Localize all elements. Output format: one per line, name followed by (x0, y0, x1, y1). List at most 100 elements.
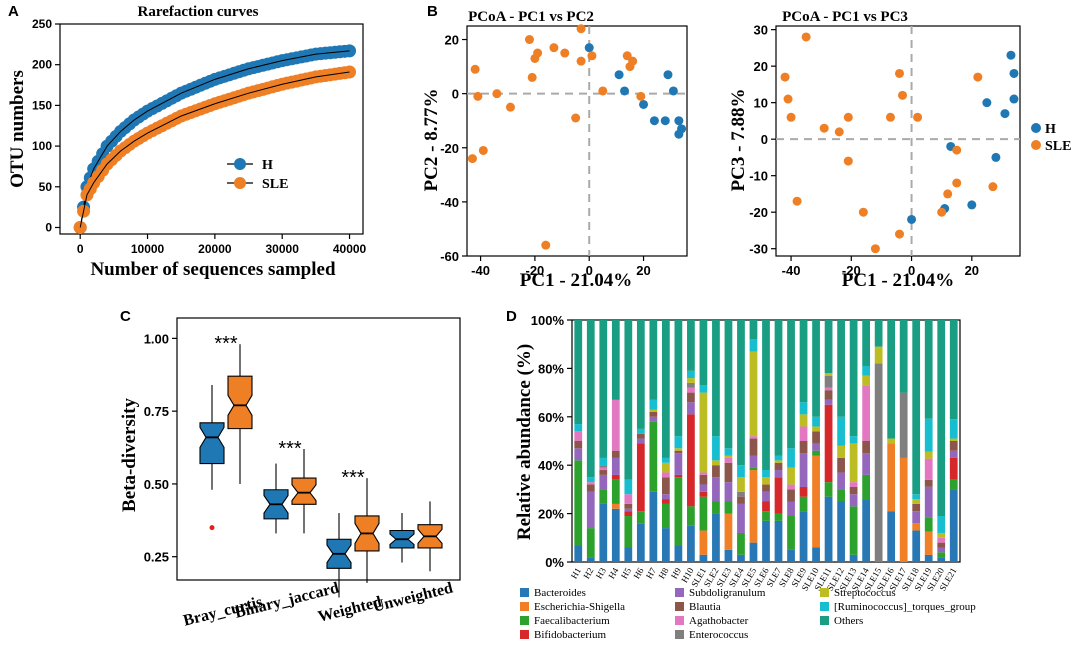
b1-point-h (639, 99, 649, 109)
b2-point-sle (783, 94, 793, 104)
stack-segment (799, 511, 808, 562)
legend-h-marker (234, 158, 246, 170)
abundance-legend-label: [Ruminococcus]_torques_group (834, 601, 976, 613)
rarefaction-ytick-label: 0 (45, 220, 52, 234)
b1-ytick-label: 0 (452, 87, 459, 102)
stack-segment (824, 496, 833, 562)
stack-segment (924, 451, 933, 459)
stack-segment (749, 542, 758, 562)
stack-segment (724, 448, 733, 456)
stack-segment (862, 499, 871, 562)
stack-segment (599, 474, 608, 490)
stack-segment (749, 467, 758, 471)
stack-segment (924, 554, 933, 562)
stack-segment (799, 414, 808, 427)
stack-segment (624, 547, 633, 562)
b1-point-sle (492, 89, 502, 99)
stack-segment (937, 320, 946, 517)
stack-segment (674, 320, 683, 437)
stack-segment (687, 402, 695, 415)
stack-segment (949, 489, 958, 562)
stack-segment (624, 479, 633, 495)
stack-segment (661, 499, 670, 504)
b2-point-sle (885, 112, 895, 122)
b1-point-sle (576, 24, 586, 34)
stack-segment (749, 470, 758, 543)
stack-segment (661, 472, 670, 478)
stack-segment (574, 424, 583, 432)
stack-segment (649, 409, 658, 412)
pcoa13-title: PCoA - PC1 vs PC3 (782, 9, 908, 25)
stack-segment (611, 457, 620, 475)
stack-segment (837, 501, 845, 562)
stack-segment (611, 479, 620, 504)
stack-segment (724, 457, 733, 463)
stack-segment (774, 460, 783, 463)
stack-segment (599, 465, 608, 468)
stack-segment (687, 378, 695, 383)
stack-segment (774, 320, 783, 456)
beta-xtick-label: Unweighted (371, 579, 455, 615)
stack-segment (687, 320, 695, 371)
stack-segment (862, 385, 871, 441)
stack-segment (599, 467, 608, 471)
abundance-legend-swatch (520, 588, 529, 597)
stack-segment (586, 557, 595, 562)
stack-segment (812, 443, 820, 451)
b1-point-sle (530, 53, 540, 63)
stack-segment (912, 494, 921, 500)
abundance-ytick-label: 60% (538, 410, 564, 425)
b1-point-sle (505, 102, 515, 112)
b2-point-sle (895, 229, 905, 239)
stack-segment (824, 375, 833, 388)
b2-point-sle (834, 127, 844, 137)
b1-point-sle (524, 35, 534, 45)
rarefaction-legend: H SLE (227, 158, 288, 192)
b2-ytick-label: 10 (754, 96, 768, 111)
stack-segment (762, 520, 770, 562)
stack-segment (624, 494, 633, 504)
stack-segment (699, 392, 708, 473)
rarefaction-xtick-label: 30000 (266, 242, 300, 256)
legend-sle-label: SLE (262, 177, 288, 192)
stack-segment (849, 482, 858, 487)
stack-segment (837, 472, 845, 490)
stack-segment (799, 320, 808, 403)
stack-segment (687, 387, 695, 393)
stack-segment (787, 516, 795, 550)
b2-point-sle (819, 123, 829, 133)
stack-segment (586, 482, 595, 485)
b2-point-sle (843, 112, 853, 122)
b2-point-h (991, 152, 1001, 162)
abundance-legend-label: Streptococcus (834, 587, 896, 599)
stack-segment (687, 525, 695, 562)
rarefaction-frame (59, 23, 364, 235)
stack-segment (924, 517, 933, 532)
stack-segment (924, 479, 933, 487)
pcoa12-frame (466, 25, 688, 257)
rarefaction-xtick-label: 10000 (131, 242, 165, 256)
b2-point-sle (858, 207, 868, 217)
abundance-legend-swatch (820, 602, 829, 611)
b2-xtick-label: 0 (908, 263, 915, 278)
abundance-legend-label: Enterococcus (689, 629, 748, 641)
stack-segment (862, 320, 871, 366)
stack-segment (912, 511, 921, 524)
stack-segment (912, 499, 921, 504)
abundance-ytick-label: 40% (538, 458, 564, 473)
stack-segment (737, 320, 745, 466)
b2-point-sle (786, 112, 796, 122)
stack-segment (712, 501, 720, 514)
b2-point-h (982, 98, 992, 108)
stack-segment (649, 421, 658, 492)
abundance-legend-swatch (820, 616, 829, 625)
stack-segment (749, 436, 758, 439)
stack-segment (699, 320, 708, 386)
stack-segment (674, 450, 683, 454)
b1-point-h (668, 86, 678, 96)
abundance-ytick-label: 80% (538, 361, 564, 376)
stack-segment (649, 399, 658, 410)
box-outlier (209, 525, 215, 531)
significance-marker: *** (214, 333, 238, 355)
